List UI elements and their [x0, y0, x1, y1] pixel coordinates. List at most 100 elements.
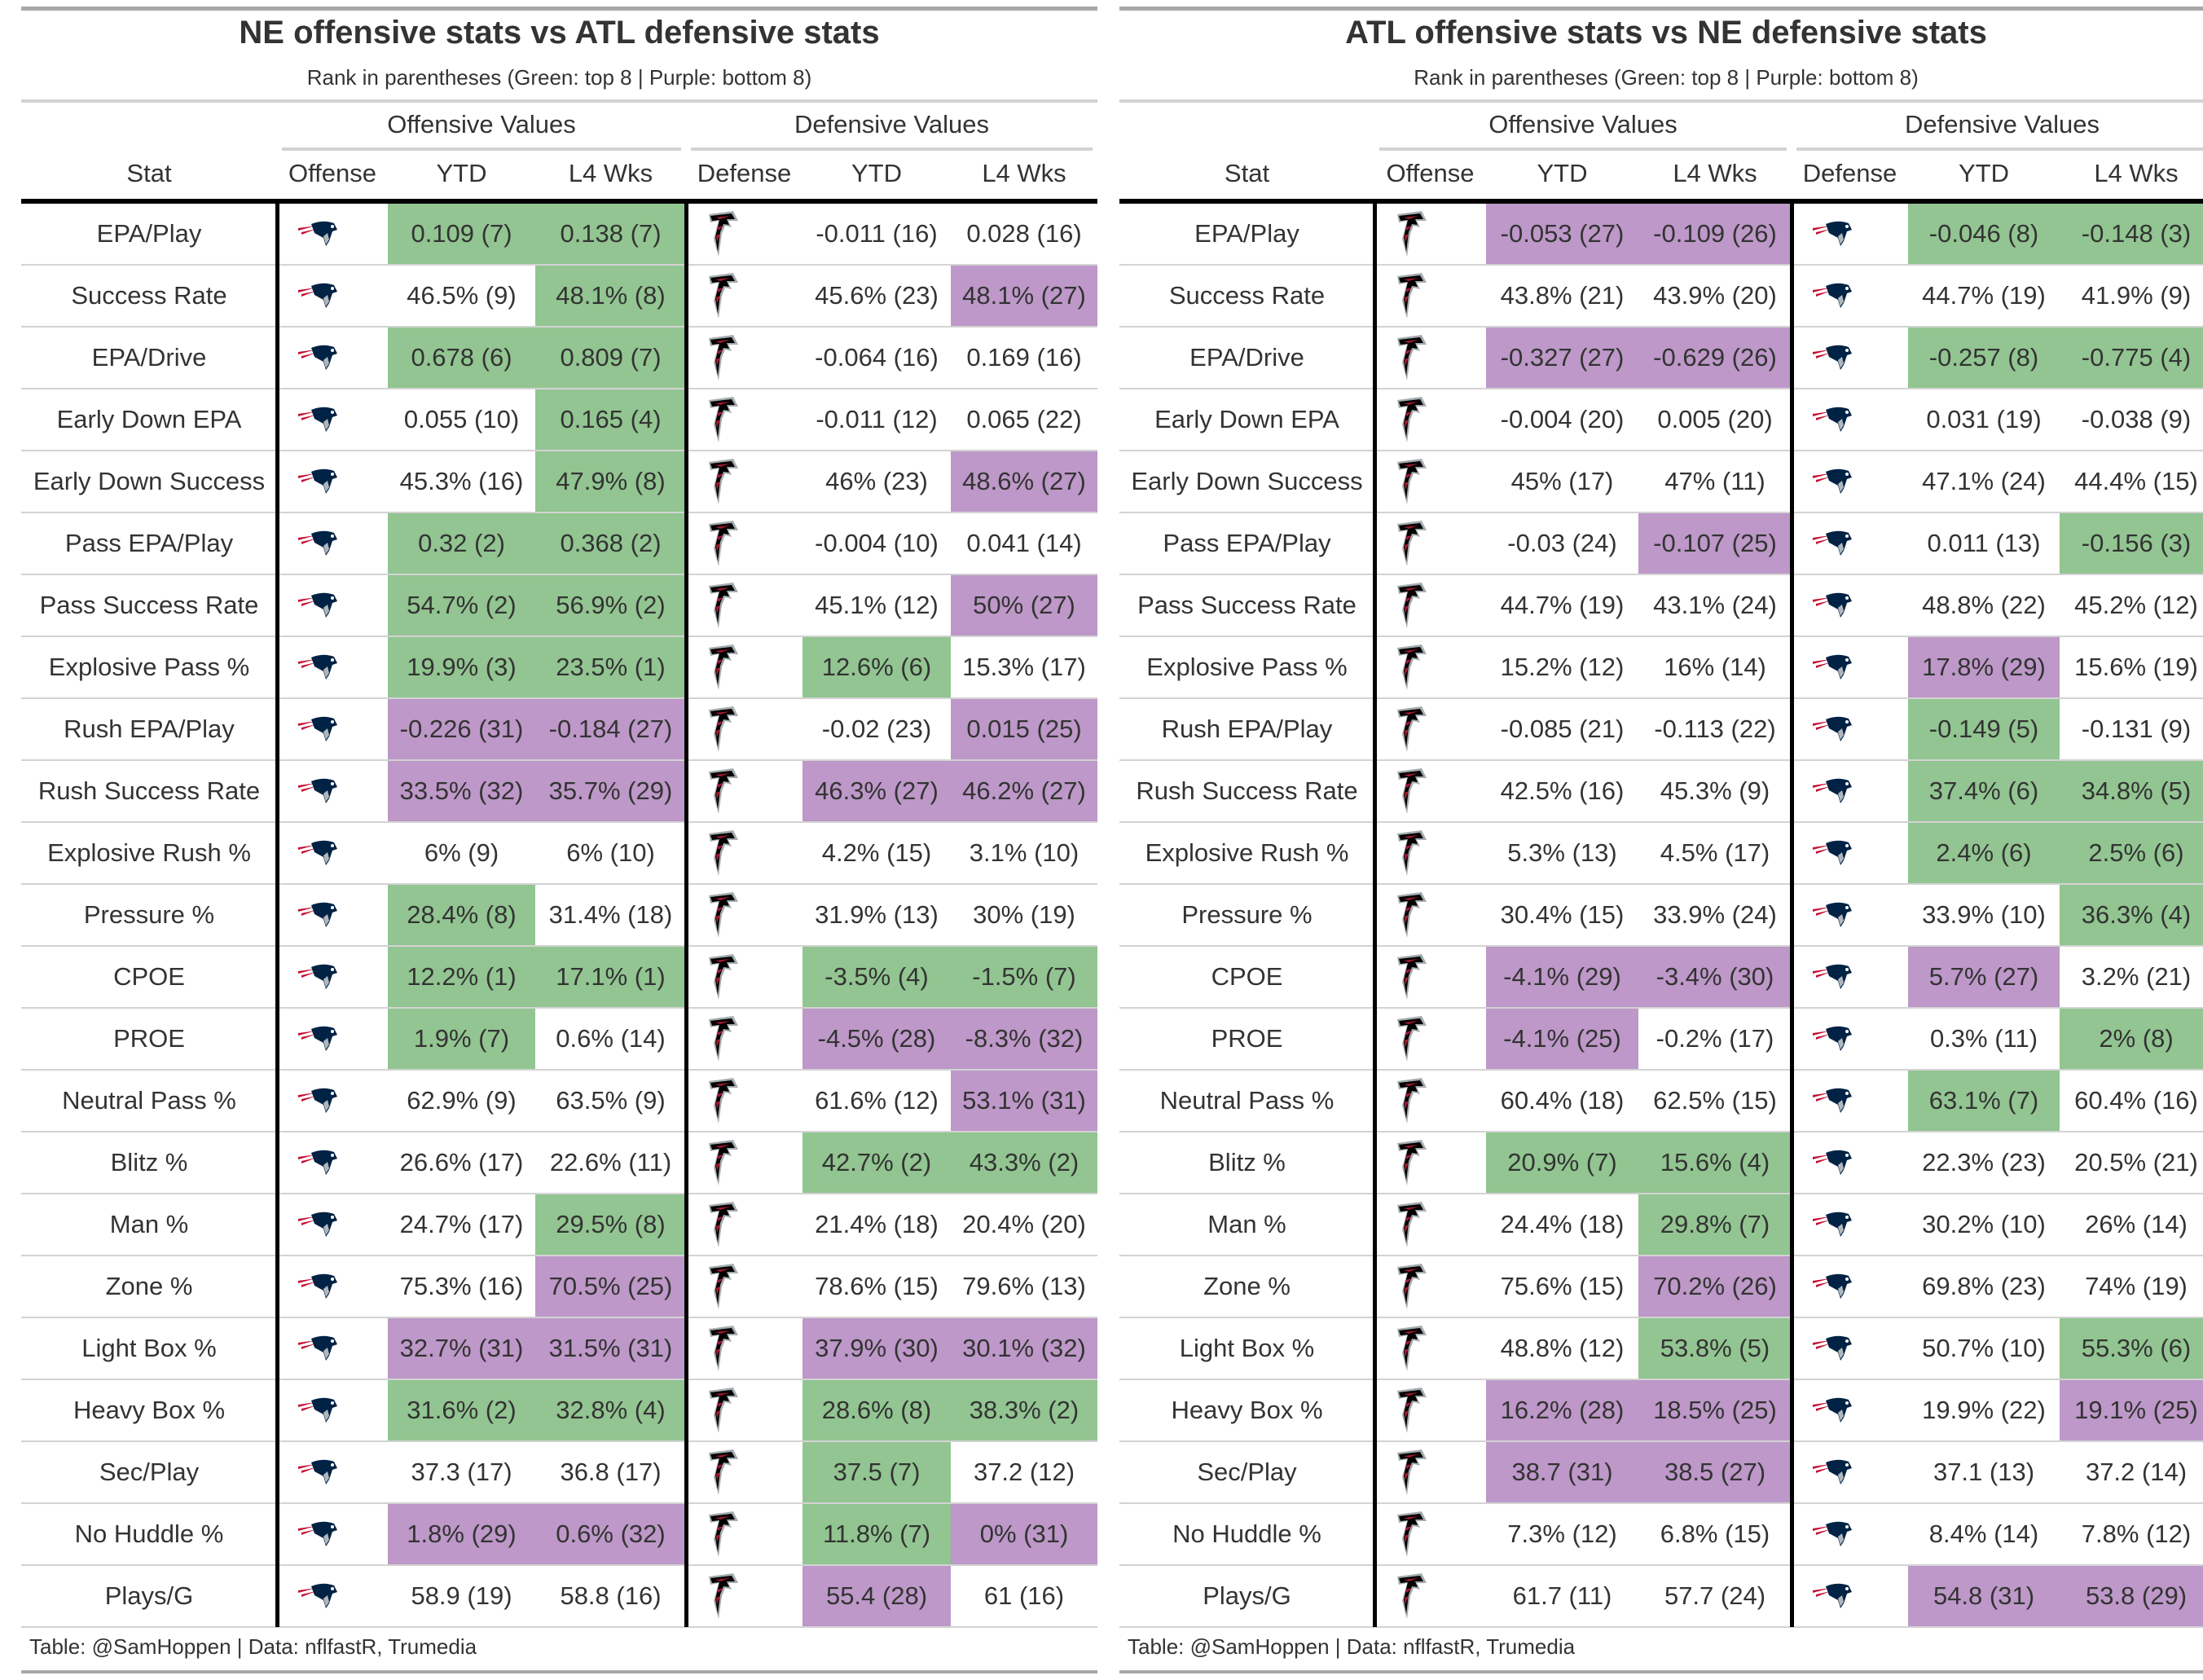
stat-value: -0.2% (17) [1656, 1024, 1774, 1053]
patriots-logo-icon [277, 513, 388, 574]
spanner-rule [1379, 147, 1787, 151]
stat-value: 31.6% (2) [388, 1380, 535, 1440]
stat-value: 0.041 (14) [966, 529, 1082, 557]
falcons-logo-icon [686, 1071, 802, 1131]
falcons-logo-icon [686, 204, 802, 264]
falcons-logo-icon [1374, 761, 1486, 821]
table-row: CPOE -4.1% (29) -3.4% (30) 5.7% (27) 3.2% (2… [1119, 947, 2203, 1009]
table-title: ATL offensive stats vs NE defensive stat… [1345, 15, 1987, 51]
stat-value: 62.5% (15) [1653, 1086, 1777, 1115]
table-row: Pressure % 30.4% (15) 33.9% (24) 33.9% (10)… [1119, 885, 2203, 947]
falcons-logo-icon [686, 1256, 802, 1317]
falcons-logo-icon [1374, 1009, 1486, 1069]
subtitle-rule [1119, 99, 2203, 103]
table-row: Blitz % 20.9% (7) 15.6% (4) 22.3% (23) 20.5%… [1119, 1132, 2203, 1194]
column-header[interactable]: L4 Wks [2094, 159, 2179, 187]
table-row: Plays/G 58.9 (19) 58.8 (16) 55.4 (28) 61 (16… [21, 1566, 1097, 1628]
top-rule [21, 7, 1097, 11]
stat-value: -3.5% (4) [802, 947, 951, 1007]
stat-value: 26% (14) [2085, 1210, 2188, 1238]
stat-value: 48.1% (8) [535, 266, 686, 326]
stat-value: -4.5% (28) [802, 1009, 951, 1069]
stat-value: 33.9% (24) [1653, 900, 1777, 929]
stat-value: 15.6% (19) [2074, 653, 2198, 681]
column-header[interactable]: L4 Wks [982, 159, 1066, 187]
column-header[interactable]: Stat [1224, 159, 1270, 187]
falcons-logo-icon [686, 451, 802, 512]
falcons-logo-icon [686, 575, 802, 635]
spanner-offensive-values: Offensive Values [1488, 110, 1678, 139]
stat-name: Pass EPA/Play [64, 529, 234, 557]
stat-value: 37.2 (12) [973, 1458, 1075, 1486]
stat-value: 3.2% (21) [2081, 962, 2192, 991]
patriots-logo-icon [1792, 1318, 1908, 1379]
stat-name: Explosive Pass % [48, 653, 250, 681]
column-header[interactable]: Defense [697, 159, 792, 187]
stat-value: 45.3% (9) [1660, 776, 1770, 805]
stat-value: -0.053 (27) [1486, 204, 1638, 264]
table-row: Explosive Pass % 15.2% (12) 16% (14) 17.8% … [1119, 637, 2203, 699]
stat-value: 53.8 (29) [2060, 1566, 2203, 1626]
column-header[interactable]: L4 Wks [568, 159, 653, 187]
table-row: Success Rate 43.8% (21) 43.9% (20) 44.7% (1… [1119, 266, 2203, 328]
stat-value: 26.6% (17) [399, 1148, 524, 1176]
stat-value: 2.4% (6) [1908, 823, 2060, 883]
patriots-logo-icon [277, 637, 388, 697]
falcons-logo-icon [1374, 1566, 1486, 1626]
column-header[interactable]: Offense [1386, 159, 1475, 187]
stat-value: 48.8% (12) [1500, 1334, 1625, 1362]
table-row: Man % 24.7% (17) 29.5% (8) 21.4% (18) 20.4% … [21, 1194, 1097, 1256]
stat-value: 15.3% (17) [962, 653, 1086, 681]
stat-value: -0.257 (8) [1908, 328, 2060, 388]
falcons-logo-icon [1374, 389, 1486, 450]
stat-name: No Huddle % [74, 1519, 224, 1548]
stat-value: 30% (19) [973, 900, 1075, 929]
patriots-logo-icon [277, 1256, 388, 1317]
column-header[interactable]: YTD [436, 159, 487, 187]
stat-value: 54.8 (31) [1908, 1566, 2060, 1626]
stat-value: -0.085 (21) [1500, 715, 1625, 743]
stat-value: 38.5 (27) [1638, 1442, 1792, 1502]
column-header[interactable]: YTD [851, 159, 902, 187]
column-header[interactable]: YTD [1959, 159, 2009, 187]
table-row: Early Down Success 45% (17) 47% (11) 47.1% … [1119, 451, 2203, 513]
falcons-logo-icon [1374, 1442, 1486, 1502]
falcons-logo-icon [1374, 328, 1486, 388]
stat-value: 2% (8) [2060, 1009, 2203, 1069]
patriots-logo-icon [1792, 204, 1908, 264]
stat-value: 46.3% (27) [802, 761, 951, 821]
stat-value: 4.2% (15) [821, 838, 932, 867]
column-header[interactable]: L4 Wks [1673, 159, 1757, 187]
stat-value: 37.4% (6) [1908, 761, 2060, 821]
stat-value: 38.7 (31) [1486, 1442, 1638, 1502]
stat-value: 20.9% (7) [1486, 1132, 1638, 1193]
table-row: Light Box % 32.7% (31) 31.5% (31) 37.9% (30… [21, 1318, 1097, 1380]
stat-value: 54.7% (2) [388, 575, 535, 635]
falcons-logo-icon [686, 761, 802, 821]
table-row: Early Down EPA -0.004 (20) 0.005 (20) 0.031… [1119, 389, 2203, 451]
falcons-logo-icon [1374, 1380, 1486, 1440]
stat-value: 50.7% (10) [1922, 1334, 2046, 1362]
patriots-logo-icon [1792, 1009, 1908, 1069]
stat-value: -4.1% (25) [1486, 1009, 1638, 1069]
stat-value: 0% (31) [951, 1504, 1097, 1564]
stat-value: 15.6% (4) [1638, 1132, 1792, 1193]
stat-name: Pressure % [83, 900, 215, 929]
stat-value: 17.1% (1) [535, 947, 686, 1007]
patriots-logo-icon [1792, 637, 1908, 697]
stat-value: 0.138 (7) [535, 204, 686, 264]
stat-value: 20.5% (21) [2074, 1148, 2198, 1176]
table-row: Man % 24.4% (18) 29.8% (7) 30.2% (10) 26% (1… [1119, 1194, 2203, 1256]
table-row: Explosive Rush % 5.3% (13) 4.5% (17) 2.4% (… [1119, 823, 2203, 885]
subtitle-rule [21, 99, 1097, 103]
column-header[interactable]: YTD [1537, 159, 1588, 187]
falcons-logo-icon [1374, 699, 1486, 759]
table-row: PROE 1.9% (7) 0.6% (14) -4.5% (28) -8.3% (32… [21, 1009, 1097, 1071]
column-header[interactable]: Offense [288, 159, 376, 187]
falcons-logo-icon [1374, 823, 1486, 883]
stat-value: -0.107 (25) [1638, 513, 1792, 574]
column-header[interactable]: Defense [1802, 159, 1897, 187]
stat-value: 4.5% (17) [1660, 838, 1770, 867]
patriots-logo-icon [1792, 575, 1908, 635]
column-header[interactable]: Stat [126, 159, 172, 187]
